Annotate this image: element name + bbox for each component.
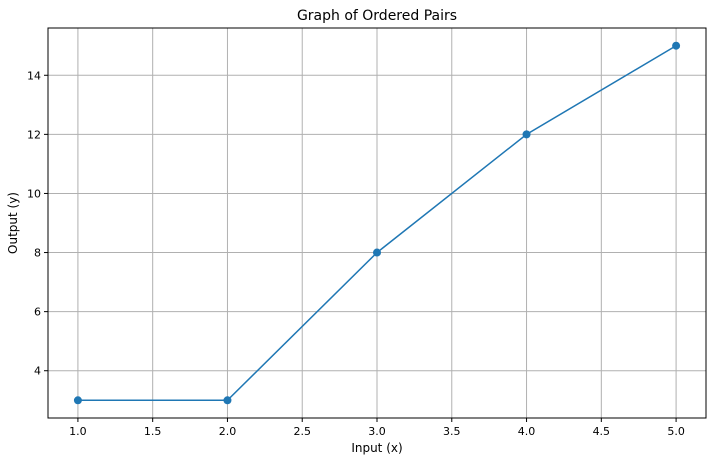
x-axis-label: Input (x)	[351, 441, 402, 455]
y-tick-label: 8	[34, 247, 41, 260]
x-tick-label: 4.0	[518, 425, 536, 438]
x-tick-label: 3.0	[368, 425, 386, 438]
grid	[48, 28, 706, 418]
x-tick-label: 2.5	[293, 425, 311, 438]
series-layer	[73, 41, 681, 405]
y-tick-label: 14	[27, 69, 41, 82]
y-tick-label: 6	[34, 306, 41, 319]
y-tick-label: 4	[34, 365, 41, 378]
data-point	[223, 396, 232, 405]
ticks: 1.0 1.5 2.0 2.5 3.0 3.5 4.0 4.5 5.0 4 6 8 10 12 14	[27, 69, 685, 438]
x-tick-label: 1.0	[69, 425, 87, 438]
y-tick-label: 12	[27, 128, 41, 141]
data-point	[373, 248, 381, 257]
x-tick-label: 3.5	[443, 425, 461, 438]
chart-title: Graph of Ordered Pairs	[297, 8, 457, 24]
data-point	[522, 130, 531, 139]
y-axis-label: Output (y)	[6, 192, 20, 254]
data-point	[672, 41, 681, 50]
data-point	[73, 396, 82, 405]
x-tick-label: 1.5	[144, 425, 162, 438]
x-tick-label: 5.0	[667, 425, 685, 438]
y-tick-label: 10	[27, 187, 41, 200]
x-tick-label: 4.5	[593, 425, 611, 438]
x-tick-label: 2.0	[219, 425, 237, 438]
